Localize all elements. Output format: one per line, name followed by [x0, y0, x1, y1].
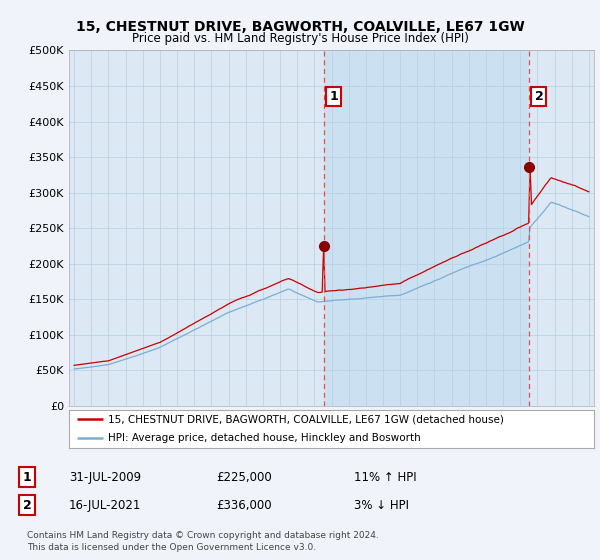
Text: Price paid vs. HM Land Registry's House Price Index (HPI): Price paid vs. HM Land Registry's House …: [131, 32, 469, 45]
Text: 15, CHESTNUT DRIVE, BAGWORTH, COALVILLE, LE67 1GW: 15, CHESTNUT DRIVE, BAGWORTH, COALVILLE,…: [76, 20, 524, 34]
Text: HPI: Average price, detached house, Hinckley and Bosworth: HPI: Average price, detached house, Hinc…: [109, 433, 421, 444]
Text: 2: 2: [23, 498, 31, 512]
Text: 1: 1: [23, 470, 31, 484]
Bar: [324, 50, 529, 406]
Text: 31-JUL-2009: 31-JUL-2009: [69, 470, 141, 484]
Text: £225,000: £225,000: [216, 470, 272, 484]
Text: 1: 1: [329, 90, 338, 103]
Text: 16-JUL-2021: 16-JUL-2021: [69, 498, 142, 512]
Text: 3% ↓ HPI: 3% ↓ HPI: [354, 498, 409, 512]
Text: Contains HM Land Registry data © Crown copyright and database right 2024.
This d: Contains HM Land Registry data © Crown c…: [27, 531, 379, 552]
Text: 11% ↑ HPI: 11% ↑ HPI: [354, 470, 416, 484]
Text: 15, CHESTNUT DRIVE, BAGWORTH, COALVILLE, LE67 1GW (detached house): 15, CHESTNUT DRIVE, BAGWORTH, COALVILLE,…: [109, 414, 504, 424]
Text: 2: 2: [535, 90, 544, 103]
Text: £336,000: £336,000: [216, 498, 272, 512]
